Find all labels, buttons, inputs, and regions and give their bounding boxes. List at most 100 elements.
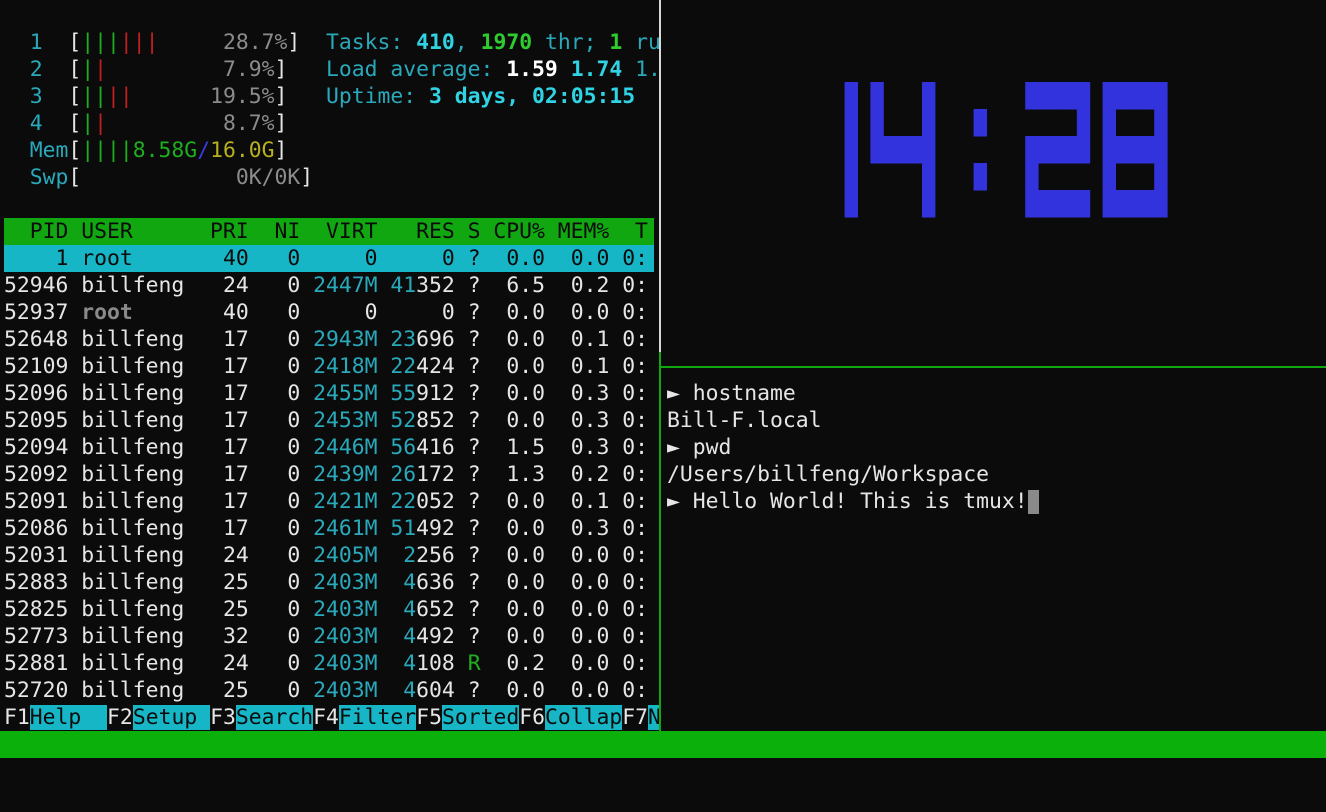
res-thousands: 4 (390, 678, 417, 703)
clock-cell (1025, 136, 1039, 164)
user: billfeng (81, 597, 198, 622)
state: ? (467, 462, 481, 487)
user: billfeng (81, 327, 198, 352)
fkey-label[interactable]: Help (29, 705, 108, 730)
process-row[interactable]: 52091 billfeng 17 0 2421M 22052 ? 0.0 0.… (4, 488, 648, 515)
info-segment: , (454, 30, 481, 55)
pid: 52937 (4, 300, 82, 325)
process-table-header[interactable]: PID USER PRI NI VIRT RES S CPU% MEM% T (4, 218, 654, 245)
info-segment: 1970 (480, 30, 533, 55)
user: billfeng (81, 435, 198, 460)
pri-ni: 17 0 (197, 462, 314, 487)
fkey-f5[interactable]: F5 (416, 705, 442, 730)
process-row[interactable]: 52946 billfeng 24 0 2447M 41352 ? 6.5 0.… (4, 272, 648, 299)
clock-cell (1076, 82, 1091, 110)
process-row[interactable]: 52881 billfeng 24 0 2403M 4108 R 0.2 0.0… (4, 650, 648, 677)
state: ? (467, 408, 481, 433)
process-row[interactable]: 52086 billfeng 17 0 2461M 51492 ? 0.0 0.… (4, 515, 648, 542)
clock-cell (1154, 82, 1168, 110)
cpu-mem-time: 0.0 0.1 0: (480, 489, 648, 514)
system-info-line: Tasks: 410, 1970 thr; 1 ru (326, 29, 661, 56)
cpu-mem-time: 0.0 0.1 0: (480, 354, 648, 379)
meter-label: Swp (29, 165, 69, 190)
fkey-f4[interactable]: F4 (313, 705, 339, 730)
pri-ni: 24 0 (197, 543, 314, 568)
fkey-f2[interactable]: F2 (107, 705, 133, 730)
clock-cell (1025, 82, 1039, 110)
process-row[interactable]: 52094 billfeng 17 0 2446M 56416 ? 1.5 0.… (4, 434, 648, 461)
process-row[interactable]: 52095 billfeng 17 0 2453M 52852 ? 0.0 0.… (4, 407, 648, 434)
process-row[interactable]: 52096 billfeng 17 0 2455M 55912 ? 0.0 0.… (4, 380, 648, 407)
meter-segment: || (81, 84, 108, 109)
res: 696 (416, 327, 455, 352)
fkey-label[interactable]: Filter (338, 705, 417, 730)
fkey-label[interactable]: Collap (545, 705, 623, 730)
clock-cell (1154, 136, 1168, 164)
meter-swp: Swp[ 0K/0K] (30, 164, 313, 191)
clock-cell (844, 136, 858, 164)
state: ? (467, 570, 481, 595)
pid: 52094 (4, 435, 82, 460)
clock-digit (844, 82, 858, 218)
process-row[interactable]: 52109 billfeng 17 0 2418M 22424 ? 0.0 0.… (4, 353, 648, 380)
clock-cell (1063, 82, 1078, 110)
fkey-f7[interactable]: F7 (622, 705, 649, 730)
window-list[interactable]: [0] 0:bash 1:bash 2:bash- 3:bash* (5, 759, 456, 784)
info-segment: 410 (416, 30, 455, 55)
meter-segment: 19.5% (210, 84, 275, 109)
command-text: hostname (692, 381, 796, 406)
fkey-f1[interactable]: F1 (4, 705, 30, 730)
virt: 0 (313, 300, 378, 325)
process-row[interactable]: 52773 billfeng 32 0 2403M 4492 ? 0.0 0.0… (4, 623, 648, 650)
user: billfeng (81, 570, 198, 595)
meter-segment: ] (300, 165, 314, 190)
tmux-status-bar: [0] 0:bash 1:bash 2:bash- 3:bash* "Bill-… (0, 731, 1326, 811)
process-row[interactable]: 52883 billfeng 25 0 2403M 4636 ? 0.0 0.0… (4, 569, 648, 596)
command-output: /Users/billfeng/Workspace (667, 462, 989, 487)
clock-cell (1154, 109, 1168, 137)
clock-cell (1141, 136, 1155, 164)
fkey-label[interactable]: Sorted (441, 705, 520, 730)
process-row[interactable]: 52031 billfeng 24 0 2405M 2256 ? 0.0 0.0… (4, 542, 648, 569)
meter-segment: | (94, 57, 108, 82)
clock-cell (1051, 136, 1065, 164)
clock-cell (1128, 190, 1142, 218)
process-row[interactable]: 52937 root 40 0 0 0 ? 0.0 0.0 0: (4, 299, 648, 326)
process-row[interactable]: 52720 billfeng 25 0 2403M 4604 ? 0.0 0.0… (4, 677, 648, 704)
process-row[interactable]: 52648 billfeng 17 0 2943M 23696 ? 0.0 0.… (4, 326, 648, 353)
fkey-f6[interactable]: F6 (519, 705, 545, 730)
pane-divider-active[interactable] (661, 366, 1326, 368)
pid: 52825 (4, 597, 82, 622)
meter-segment: / (197, 138, 211, 163)
res-thousands: 4 (390, 651, 417, 676)
cpu-mem-time: 6.5 0.2 0: (480, 273, 648, 298)
clock-cell (844, 163, 858, 191)
meter-segment: [ (68, 30, 82, 55)
pri-ni: 17 0 (197, 354, 314, 379)
clock-cell (1154, 190, 1168, 218)
clock-cell (870, 109, 884, 137)
process-row[interactable]: 52825 billfeng 25 0 2403M 4652 ? 0.0 0.0… (4, 596, 648, 623)
pane-divider[interactable] (659, 0, 661, 352)
process-row[interactable]: 52092 billfeng 17 0 2439M 26172 ? 1.3 0.… (4, 461, 648, 488)
prompt-arrow-icon: ► (667, 435, 693, 460)
fkey-label[interactable]: N (648, 705, 661, 730)
fkey-f3[interactable]: F3 (210, 705, 236, 730)
res-thousands: 22 (390, 354, 417, 379)
pid: 52109 (4, 354, 82, 379)
virt: 2403M (313, 570, 378, 595)
pid: 52096 (4, 381, 82, 406)
function-key-bar[interactable]: F1Help F2Setup F3SearchF4FilterF5SortedF… (4, 704, 661, 731)
fkey-label[interactable]: Search (235, 705, 314, 730)
fkey-label[interactable]: Setup (132, 705, 211, 730)
clock-cell (883, 136, 897, 164)
prompt-arrow-icon: ► (667, 381, 693, 406)
res-thousands: 52 (390, 408, 417, 433)
meter-segment: ] (274, 138, 288, 163)
pane-divider-active[interactable] (659, 352, 661, 731)
meter-2: 2 [|| 7.9%] (30, 56, 288, 83)
system-info-line: Load average: 1.59 1.74 1. (326, 56, 661, 83)
meter-segment: ] (274, 84, 288, 109)
virt: 2455M (313, 381, 378, 406)
process-row[interactable]: 1 root 40 0 0 0 ? 0.0 0.0 0: (4, 245, 654, 272)
